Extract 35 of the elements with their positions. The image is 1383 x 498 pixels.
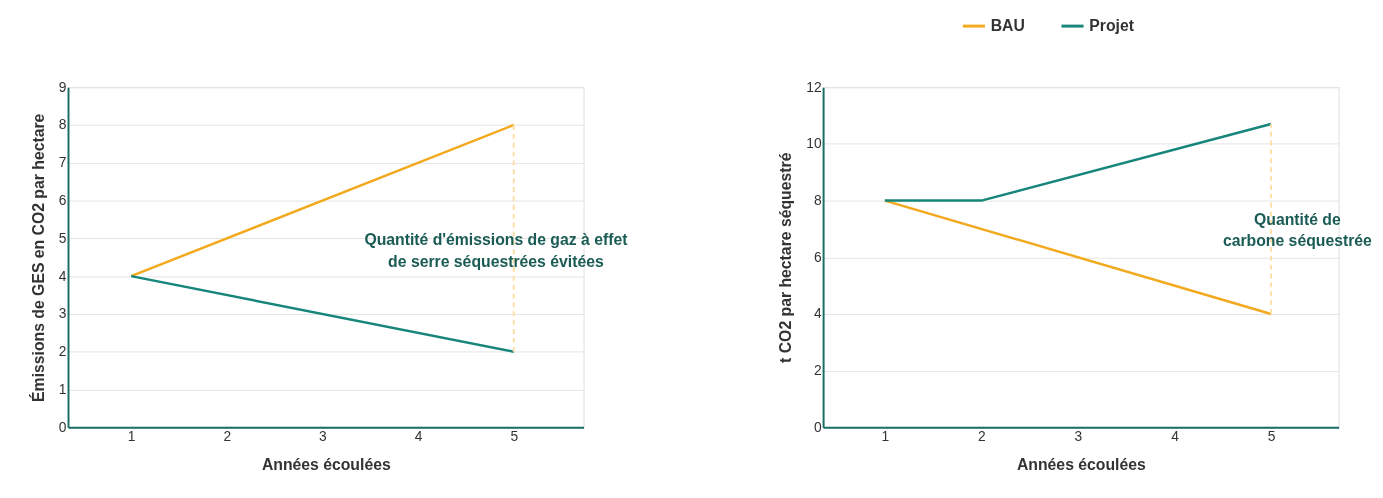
y-tick-label: 8 xyxy=(58,117,67,133)
y-tick-label: 1 xyxy=(58,381,67,397)
x-axis-title: Années écoulées xyxy=(1016,456,1146,474)
x-tick-label: 2 xyxy=(978,428,986,444)
y-tick-label: 10 xyxy=(806,136,822,152)
y-axis-title: Émissions de GES en CO2 par hectare xyxy=(29,113,48,402)
y-tick-label: 3 xyxy=(58,306,67,322)
y-tick-label: 8 xyxy=(813,193,822,209)
y-tick-label: 2 xyxy=(813,363,822,379)
x-tick-label: 2 xyxy=(223,428,232,444)
y-tick-label: 4 xyxy=(813,306,822,322)
x-tick-label: 4 xyxy=(414,428,423,444)
x-axis-title: Années écoulées xyxy=(261,456,391,474)
y-tick-label: 2 xyxy=(58,344,67,360)
x-tick-label: 1 xyxy=(881,428,890,444)
y-tick-label: 6 xyxy=(58,193,67,209)
x-tick-label: 4 xyxy=(1171,428,1180,444)
x-tick-label: 5 xyxy=(510,428,519,444)
y-tick-label: 9 xyxy=(58,79,67,95)
x-tick-label: 3 xyxy=(1074,428,1083,444)
legend-label: BAU xyxy=(990,17,1025,35)
y-axis-title: t CO2 par hectare séquestré xyxy=(777,152,795,363)
annotation: Quantité d'émissions de gaz à effet de serre séquestrées évitées xyxy=(364,231,629,270)
legend-label: Projet xyxy=(1089,17,1135,35)
y-tick-label: 6 xyxy=(813,249,822,265)
y-tick-label: 5 xyxy=(58,230,67,246)
y-tick-label: 7 xyxy=(58,155,67,171)
y-tick-label: 0 xyxy=(58,419,67,435)
x-tick-label: 1 xyxy=(127,428,136,444)
x-tick-label: 5 xyxy=(1267,428,1276,444)
x-tick-label: 3 xyxy=(319,428,328,444)
y-tick-label: 0 xyxy=(813,419,822,435)
y-tick-label: 4 xyxy=(58,268,67,284)
y-tick-label: 12 xyxy=(806,79,822,95)
annotation: Quantité de carbone séquestrée xyxy=(1222,210,1373,250)
